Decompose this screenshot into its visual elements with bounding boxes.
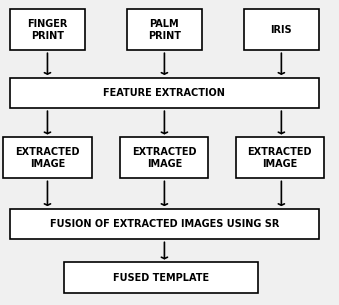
Text: IRIS: IRIS — [271, 25, 292, 35]
FancyBboxPatch shape — [10, 9, 85, 50]
Text: PALM
PRINT: PALM PRINT — [148, 19, 181, 41]
Text: EXTRACTED
IMAGE: EXTRACTED IMAGE — [15, 147, 80, 169]
Text: FUSION OF EXTRACTED IMAGES USING SR: FUSION OF EXTRACTED IMAGES USING SR — [50, 219, 279, 229]
FancyBboxPatch shape — [120, 137, 208, 178]
Text: EXTRACTED
IMAGE: EXTRACTED IMAGE — [247, 147, 312, 169]
FancyBboxPatch shape — [127, 9, 202, 50]
Text: EXTRACTED
IMAGE: EXTRACTED IMAGE — [132, 147, 197, 169]
FancyBboxPatch shape — [236, 137, 324, 178]
FancyBboxPatch shape — [10, 78, 319, 108]
FancyBboxPatch shape — [10, 209, 319, 239]
FancyBboxPatch shape — [64, 262, 258, 293]
Text: FUSED TEMPLATE: FUSED TEMPLATE — [113, 273, 209, 282]
FancyBboxPatch shape — [244, 9, 319, 50]
FancyBboxPatch shape — [3, 137, 92, 178]
Text: FINGER
PRINT: FINGER PRINT — [27, 19, 68, 41]
Text: FEATURE EXTRACTION: FEATURE EXTRACTION — [103, 88, 225, 98]
